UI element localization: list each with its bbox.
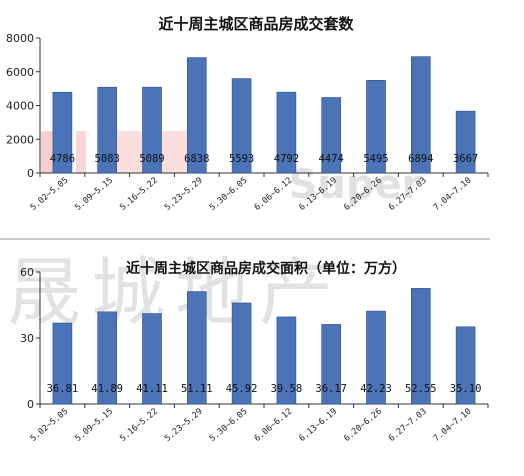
category-label: 5.30~6.05 [208, 176, 250, 213]
y-tick-label: 8000 [6, 32, 34, 45]
bar-value-label: 5089 [139, 153, 164, 165]
category-label: 6.06~6.12 [253, 407, 295, 444]
bar [366, 79, 386, 174]
watermark-red-bar-3 [76, 131, 86, 173]
watermark-latin-text: Super [289, 162, 422, 208]
bar-value-label: 5083 [95, 153, 120, 165]
bar [187, 291, 207, 405]
chart-1-title: 近十周主城区商品房成交套数 [158, 15, 354, 33]
bar-value-label: 4786 [50, 153, 75, 165]
bar-value-label: 52.55 [405, 383, 437, 395]
bar [231, 302, 252, 405]
category-label: 6.13~6.19 [297, 407, 339, 444]
y-tick-label: 4000 [6, 100, 34, 113]
bar-value-label: 41.89 [91, 383, 123, 395]
chart-2-y-ticks: 0 30 60 [20, 266, 40, 411]
category-label: 5.02~5.05 [29, 176, 71, 213]
category-label: 7.04~7.10 [432, 176, 474, 213]
bar [410, 288, 431, 405]
bar-value-label: 36.17 [315, 383, 347, 395]
category-label: 5.16~5.22 [118, 407, 160, 444]
chart-2-bars [52, 288, 476, 405]
category-label: 5.02~5.05 [29, 407, 71, 444]
chart-1-value-labels: 4786 5083 5089 6838 5593 4792 4474 5495 6894 3667 [50, 153, 478, 165]
bar [410, 56, 431, 174]
chart-2-title: 近十周主城区商品房成交面积（单位：万方） [126, 260, 406, 277]
category-label: 5.30~6.05 [208, 407, 250, 444]
bar-value-label: 4474 [319, 153, 344, 165]
bar-value-label: 45.92 [226, 383, 258, 395]
category-label: 6.27~7.03 [387, 407, 429, 444]
bar [187, 57, 207, 174]
y-tick-label: 0 [27, 167, 34, 180]
bar [97, 311, 117, 405]
chart-2-category-labels: 5.02~5.05 5.09~5.15 5.16~5.22 5.23~5.29 5.30… [29, 407, 474, 444]
bar-value-label: 6894 [408, 153, 433, 165]
bar [321, 97, 342, 174]
bar-value-label: 39.58 [271, 383, 303, 395]
bar [455, 110, 476, 174]
chart-2-value-labels: 36.81 41.89 41.11 51.11 45.92 39.58 36.17 42.23… [47, 383, 482, 395]
y-tick-label: 6000 [6, 66, 34, 79]
watermark-red-bar-1 [41, 131, 55, 173]
bar [276, 91, 297, 174]
chart-transaction-units: 近十周主城区商品房成交套数 0 2000 4000 6000 8000 4786 5083… [6, 15, 489, 213]
bar-value-label: 3667 [453, 153, 478, 165]
bar [52, 91, 73, 174]
y-tick-label: 60 [20, 266, 34, 279]
bar [321, 324, 342, 405]
bar [142, 313, 162, 405]
bar-value-label: 35.10 [450, 383, 482, 395]
bar-value-label: 5593 [229, 153, 254, 165]
bar [366, 310, 386, 405]
category-label: 5.16~5.22 [118, 176, 160, 213]
bar [52, 322, 73, 405]
bar [276, 316, 297, 405]
category-label: 7.04~7.10 [432, 407, 474, 444]
bar-value-label: 6838 [184, 153, 209, 165]
bar-value-label: 42.23 [360, 383, 392, 395]
chart-1-bars [52, 56, 476, 174]
bar-value-label: 36.81 [47, 383, 79, 395]
category-label: 5.09~5.15 [73, 407, 115, 444]
y-tick-label: 2000 [6, 133, 34, 146]
bar-value-label: 51.11 [181, 383, 213, 395]
y-tick-label: 30 [20, 332, 34, 345]
chart-1-y-ticks: 0 2000 4000 6000 8000 [6, 32, 40, 180]
bar [455, 326, 476, 405]
bar-value-label: 4792 [274, 153, 299, 165]
bar [142, 86, 162, 174]
bar-value-label: 41.11 [136, 383, 168, 395]
category-label: 6.20~6.26 [342, 407, 384, 444]
category-label: 5.23~5.29 [163, 176, 205, 213]
bar [231, 78, 252, 174]
bar [97, 86, 117, 174]
category-label: 5.23~5.29 [163, 407, 205, 444]
category-label: 5.09~5.15 [73, 176, 115, 213]
y-tick-label: 0 [27, 398, 34, 411]
bar-value-label: 5495 [363, 153, 388, 165]
